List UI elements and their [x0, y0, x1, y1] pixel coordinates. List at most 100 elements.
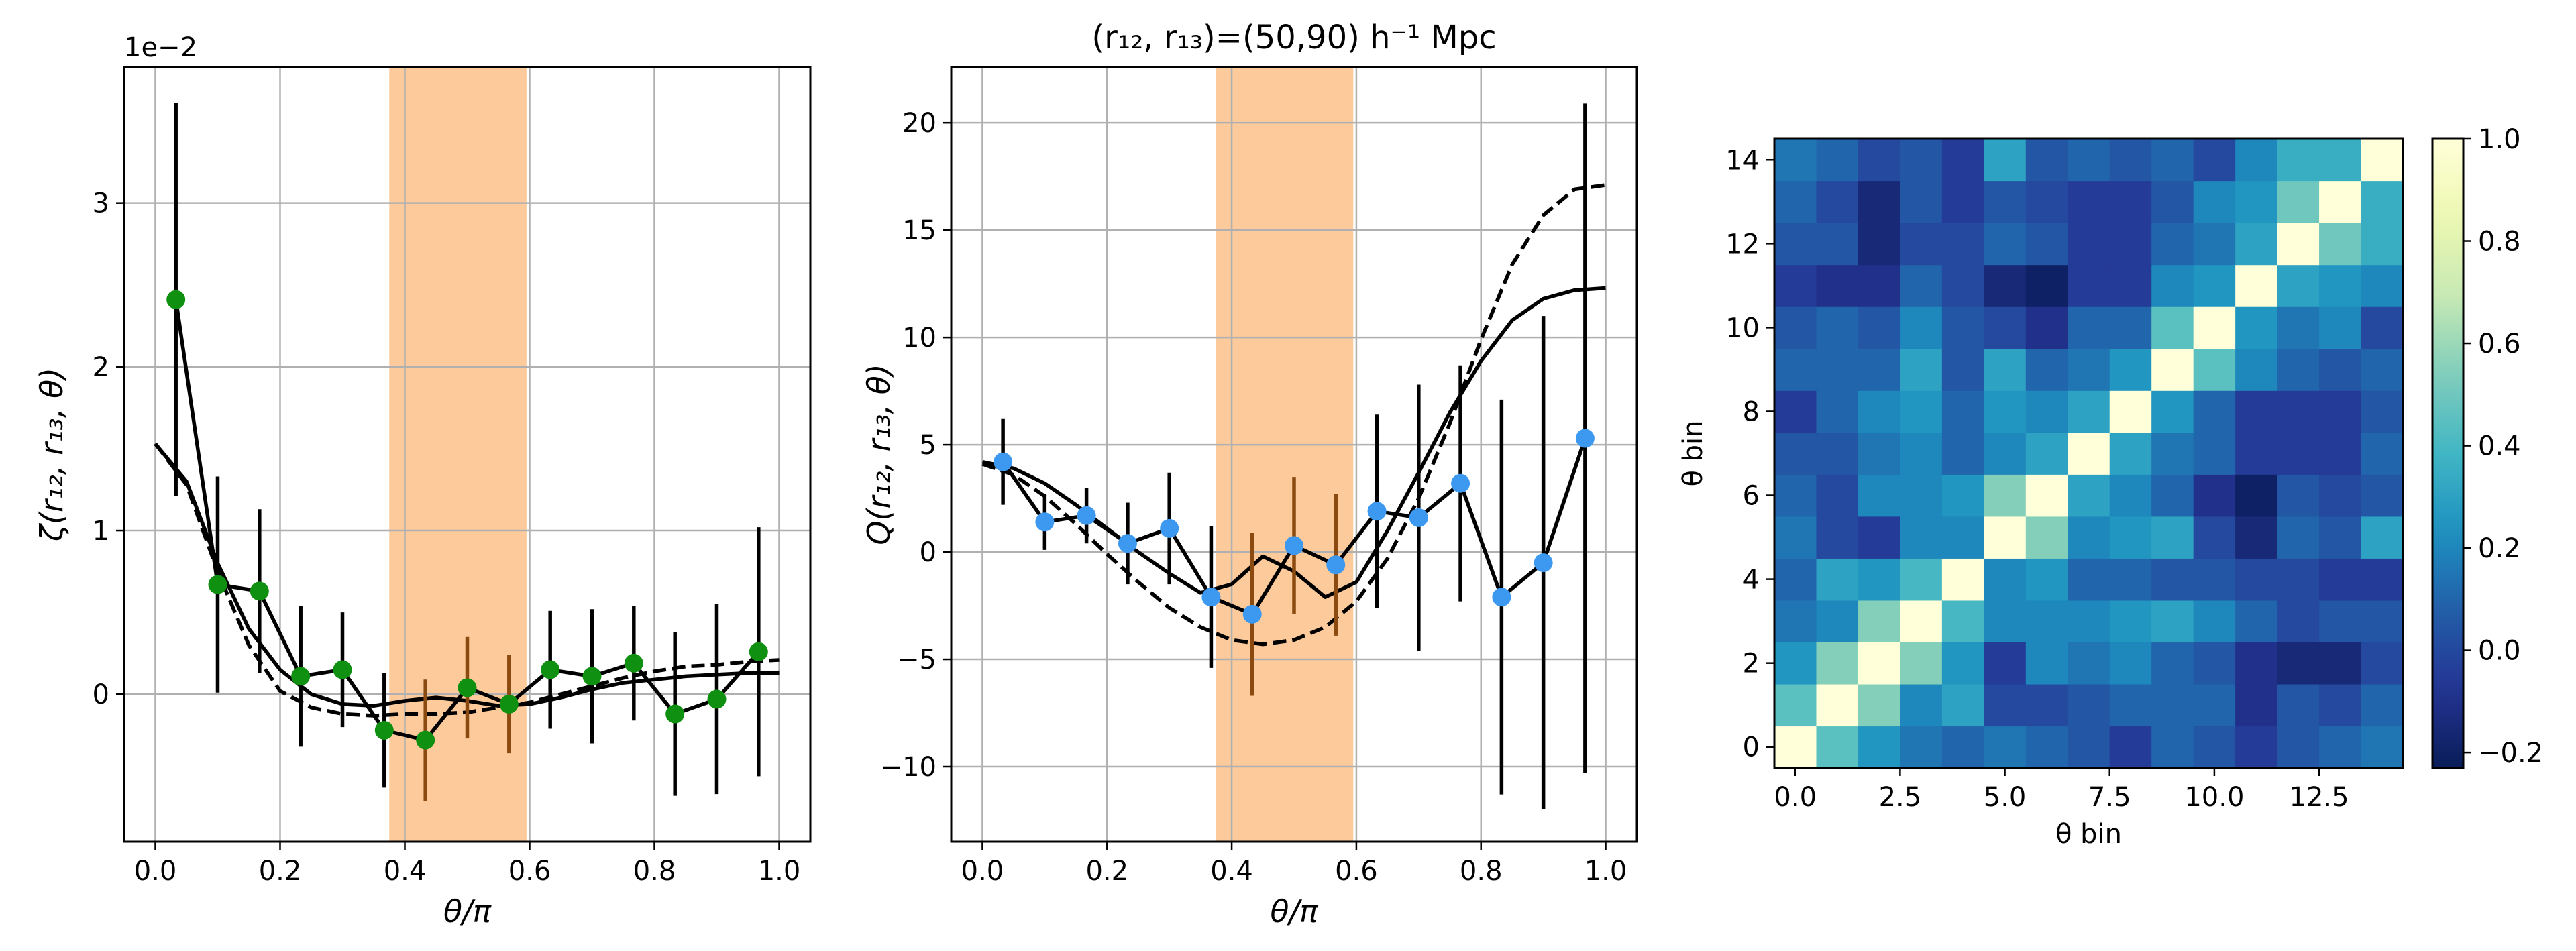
heatmap-cell — [2068, 474, 2110, 517]
q-ytick-label: 0 — [920, 537, 936, 568]
heatmap-cell — [2068, 600, 2110, 642]
heatmap-cell — [2235, 516, 2278, 559]
heatmap-cell — [2151, 223, 2194, 266]
zeta-data-point — [166, 290, 186, 309]
heatmap-cell — [2151, 558, 2194, 601]
heatmap-cell — [2235, 348, 2278, 391]
q-ylabel: Q(r₁₂, r₁₃, θ) — [861, 363, 897, 545]
heatmap-cell — [2235, 600, 2278, 642]
heatmap-cell — [1984, 306, 2027, 349]
heatmap-cell — [1900, 264, 1943, 307]
heatmap-cell — [2193, 726, 2236, 769]
heatmap-cell — [1816, 139, 1859, 182]
zeta-xtick-label: 0.6 — [508, 856, 551, 887]
zeta-data-point — [416, 730, 435, 750]
heatmap-cell — [2151, 683, 2194, 727]
heatmap-cell — [1774, 180, 1817, 223]
heatmap-cell — [2235, 474, 2278, 517]
heatmap-cell — [2235, 683, 2278, 727]
zeta-data-point — [333, 660, 352, 679]
zeta-data-point — [665, 704, 685, 724]
heatmap-cell — [2277, 600, 2320, 642]
heatmap-cell — [2109, 306, 2152, 349]
heatmap-cell — [1900, 474, 1943, 517]
heatmap-cell — [2235, 180, 2278, 223]
heatmap-cell — [1816, 516, 1859, 559]
heatmap-cell — [2193, 348, 2236, 391]
zeta-xlabel: θ/π — [443, 893, 492, 930]
heatmap-cell — [2109, 516, 2152, 559]
heatmap-cell — [1858, 223, 1900, 266]
heatmap-cell — [1900, 516, 1943, 559]
heatmap-cell — [2068, 726, 2110, 769]
heatmap-cell — [1774, 642, 1817, 685]
heatmap-cell — [2319, 139, 2362, 182]
colorbar-tick-label: 0.0 — [2478, 636, 2521, 667]
zeta-data-point — [458, 678, 477, 697]
heatmap-cell — [1774, 264, 1817, 307]
heatmap-cell — [2025, 348, 2068, 391]
heatmap-cell — [2277, 726, 2320, 769]
heatmap-cell — [1941, 474, 1984, 517]
zeta-data-point — [749, 642, 768, 661]
zeta-data-point — [291, 667, 311, 686]
heatmap-cell — [2235, 223, 2278, 266]
heatmap-cell — [2277, 390, 2320, 433]
q-axes-frame — [950, 66, 1638, 843]
heatmap-cell — [1774, 306, 1817, 349]
heatmap-cell — [2025, 264, 2068, 307]
heatmap-cell — [2235, 642, 2278, 685]
heatmap-cell — [1984, 600, 2027, 642]
q-xtick-label: 0.6 — [1335, 856, 1378, 887]
heatmap-cell — [1900, 223, 1943, 266]
heatmap-cell — [2109, 139, 2152, 182]
colorbar-tick-label: −0.2 — [2478, 738, 2543, 769]
heatmap-cell — [1984, 432, 2027, 475]
heatmap-cell — [1900, 348, 1943, 391]
heatmap-cell — [2025, 600, 2068, 642]
heatmap-cell — [1816, 726, 1859, 769]
heatmap-cell — [1984, 348, 2027, 391]
heatmap-cell — [2235, 264, 2278, 307]
heatmap-ytick-label: 6 — [1743, 481, 1760, 512]
heatmap-cell — [2151, 432, 2194, 475]
heatmap-xtick-label: 5.0 — [1984, 782, 2027, 813]
heatmap-cell — [2151, 642, 2194, 685]
heatmap-cell — [2193, 642, 2236, 685]
zeta-shaded-band — [389, 67, 527, 842]
zeta-ytick-label: 3 — [93, 188, 109, 219]
heatmap-cell — [1941, 139, 1984, 182]
q-data-point — [1367, 502, 1387, 521]
zeta-data-point — [374, 720, 394, 740]
heatmap-cell — [2319, 683, 2362, 727]
heatmap-cell — [2235, 432, 2278, 475]
heatmap-cell — [2277, 348, 2320, 391]
q-ytick-label: 15 — [902, 215, 936, 246]
colorbar-tick-label: 0.4 — [2478, 431, 2521, 462]
heatmap-cell — [2025, 642, 2068, 685]
heatmap-cell — [1900, 306, 1943, 349]
heatmap-cell — [2277, 139, 2320, 182]
zeta-axes-frame — [123, 66, 812, 843]
zeta-xtick-label: 0.2 — [259, 856, 302, 887]
q-data-point — [994, 452, 1013, 471]
heatmap-cell — [1984, 223, 2027, 266]
heatmap-xtick-label: 10.0 — [2184, 782, 2244, 813]
heatmap-cell — [1900, 600, 1943, 642]
heatmap-cell — [2193, 474, 2236, 517]
q-xtick-label: 0.4 — [1210, 856, 1253, 887]
heatmap-cell — [2319, 474, 2362, 517]
heatmap-cell — [1774, 139, 1817, 182]
heatmap-cell — [2109, 180, 2152, 223]
q-data-point — [1160, 518, 1179, 538]
heatmap-cell — [1900, 558, 1943, 601]
heatmap-cell — [1816, 432, 1859, 475]
heatmap-ytick-label: 8 — [1743, 396, 1760, 427]
heatmap-cell — [1858, 558, 1900, 601]
heatmap-ytick-label: 2 — [1743, 649, 1760, 679]
heatmap-cell — [2025, 558, 2068, 601]
heatmap-cell — [2151, 516, 2194, 559]
heatmap-cell — [2151, 180, 2194, 223]
heatmap-cell — [2109, 642, 2152, 685]
heatmap-cell — [2151, 264, 2194, 307]
